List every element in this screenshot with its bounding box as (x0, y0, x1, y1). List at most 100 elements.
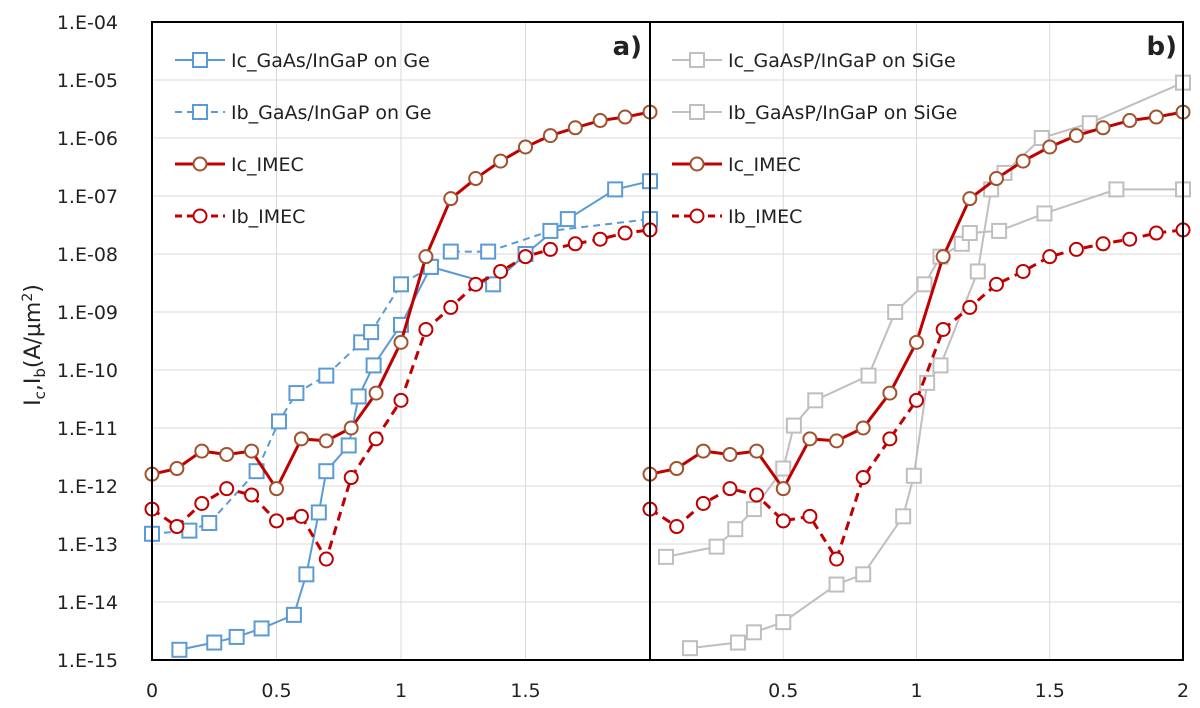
series-Ic_IMEC (642, 104, 1191, 497)
panel-label: b) (1147, 32, 1178, 62)
data-point (288, 385, 305, 402)
data-point (253, 620, 270, 637)
data-point (343, 470, 359, 486)
y-tick-label: 1.E-09 (57, 302, 118, 324)
y-tick-label: 1.E-12 (57, 476, 118, 498)
data-point (882, 431, 898, 447)
legend-label: Ib_IMEC (728, 206, 802, 228)
data-point (749, 487, 765, 503)
data-point (695, 443, 711, 459)
legend-marker (192, 52, 208, 68)
data-point (1015, 263, 1031, 279)
data-point (194, 495, 210, 511)
legend-label: Ic_IMEC (728, 154, 801, 176)
data-point (443, 191, 459, 207)
legend-label: Ic_GaAsP/InGaP on SiGe (728, 50, 956, 72)
data-point (988, 276, 1004, 292)
data-point (909, 334, 924, 350)
data-point (1042, 139, 1058, 155)
data-point (617, 109, 633, 125)
panel-b: 0.5 1 1.5 2 Ic_GaAsP/InGaP on SiGe Ib_GaAsP/I… (642, 21, 1191, 702)
data-point (669, 461, 685, 477)
data-point (559, 211, 576, 228)
data-point (988, 171, 1004, 187)
data-point (828, 576, 845, 593)
data-point (727, 521, 744, 538)
data-point (542, 222, 559, 239)
y-tick-label: 1.E-06 (57, 128, 118, 150)
data-point (485, 276, 502, 293)
y-tick-label: 1.E-04 (57, 12, 118, 34)
x-tick-label: 1.5 (510, 680, 540, 702)
data-point (775, 460, 792, 477)
y-tick-label: 1.E-10 (57, 360, 118, 382)
data-point (722, 446, 738, 462)
data-point (909, 392, 924, 408)
legend-marker (689, 104, 705, 120)
legend-label: Ib_GaAsP/InGaP on SiGe (728, 102, 957, 124)
legend-entry: Ic_IMEC (672, 154, 801, 176)
data-point (393, 392, 409, 408)
panel-a: 0 0.5 1 1.5 Ic_GaAs/InGaP on Ge Ib_GaAs/InGaP… (144, 21, 658, 702)
data-point (318, 367, 335, 384)
x-tick-label: 2 (1177, 680, 1189, 702)
data-point (775, 513, 791, 529)
data-point (567, 120, 583, 136)
legend-entry: Ib_GaAs/InGaP on Ge (175, 102, 431, 124)
data-point (617, 225, 633, 241)
x-tick-label: 0.5 (768, 680, 798, 702)
data-point (860, 367, 877, 384)
legend-marker (689, 52, 705, 68)
data-point (219, 446, 235, 462)
legend-marker (192, 104, 208, 120)
data-point (708, 538, 725, 555)
data-point (169, 519, 185, 535)
data-point (1068, 241, 1084, 257)
legend-entry: Ib_IMEC (175, 206, 305, 228)
data-point (269, 513, 284, 529)
data-point (829, 551, 845, 567)
y-tick-label: 1.E-11 (57, 418, 118, 440)
data-point (607, 181, 624, 198)
series-Ib_IMEC (144, 222, 658, 567)
data-point (1122, 113, 1138, 129)
data-point (855, 420, 871, 436)
data-point (206, 634, 223, 651)
data-point (298, 566, 315, 583)
data-point (393, 276, 409, 293)
y-tick-label: 1.E-14 (57, 592, 118, 614)
data-point (480, 243, 497, 260)
data-point (468, 276, 484, 292)
data-point (592, 231, 608, 247)
data-point (592, 113, 608, 129)
data-point (493, 263, 509, 279)
data-point (269, 481, 284, 497)
legend-entry: Ib_IMEC (672, 206, 802, 228)
y-tick-label: 1.E-05 (57, 70, 118, 92)
data-point (318, 433, 334, 449)
data-point (935, 321, 951, 337)
data-point (962, 299, 978, 315)
series-Ic_GaAs/InGaP on Ge (171, 173, 658, 658)
data-point (293, 431, 309, 447)
data-point (745, 501, 762, 518)
y-tick-label: 1.E-13 (57, 534, 118, 556)
data-point (916, 276, 933, 293)
data-point (745, 624, 762, 641)
data-point (749, 443, 765, 459)
data-point (340, 437, 357, 454)
data-point (1108, 181, 1125, 198)
data-point (681, 640, 698, 657)
legend-marker (192, 156, 208, 172)
data-point (969, 263, 986, 280)
data-point (1036, 205, 1053, 222)
data-point (393, 334, 409, 350)
data-point (363, 324, 380, 341)
y-tick-label: 1.E-08 (57, 244, 118, 266)
data-point (228, 628, 245, 645)
x-tick-label: 1.5 (1035, 680, 1065, 702)
data-point (285, 606, 302, 623)
legend-entry: Ib_GaAsP/InGaP on SiGe (672, 102, 957, 124)
data-point (695, 495, 711, 511)
data-point (855, 470, 871, 486)
